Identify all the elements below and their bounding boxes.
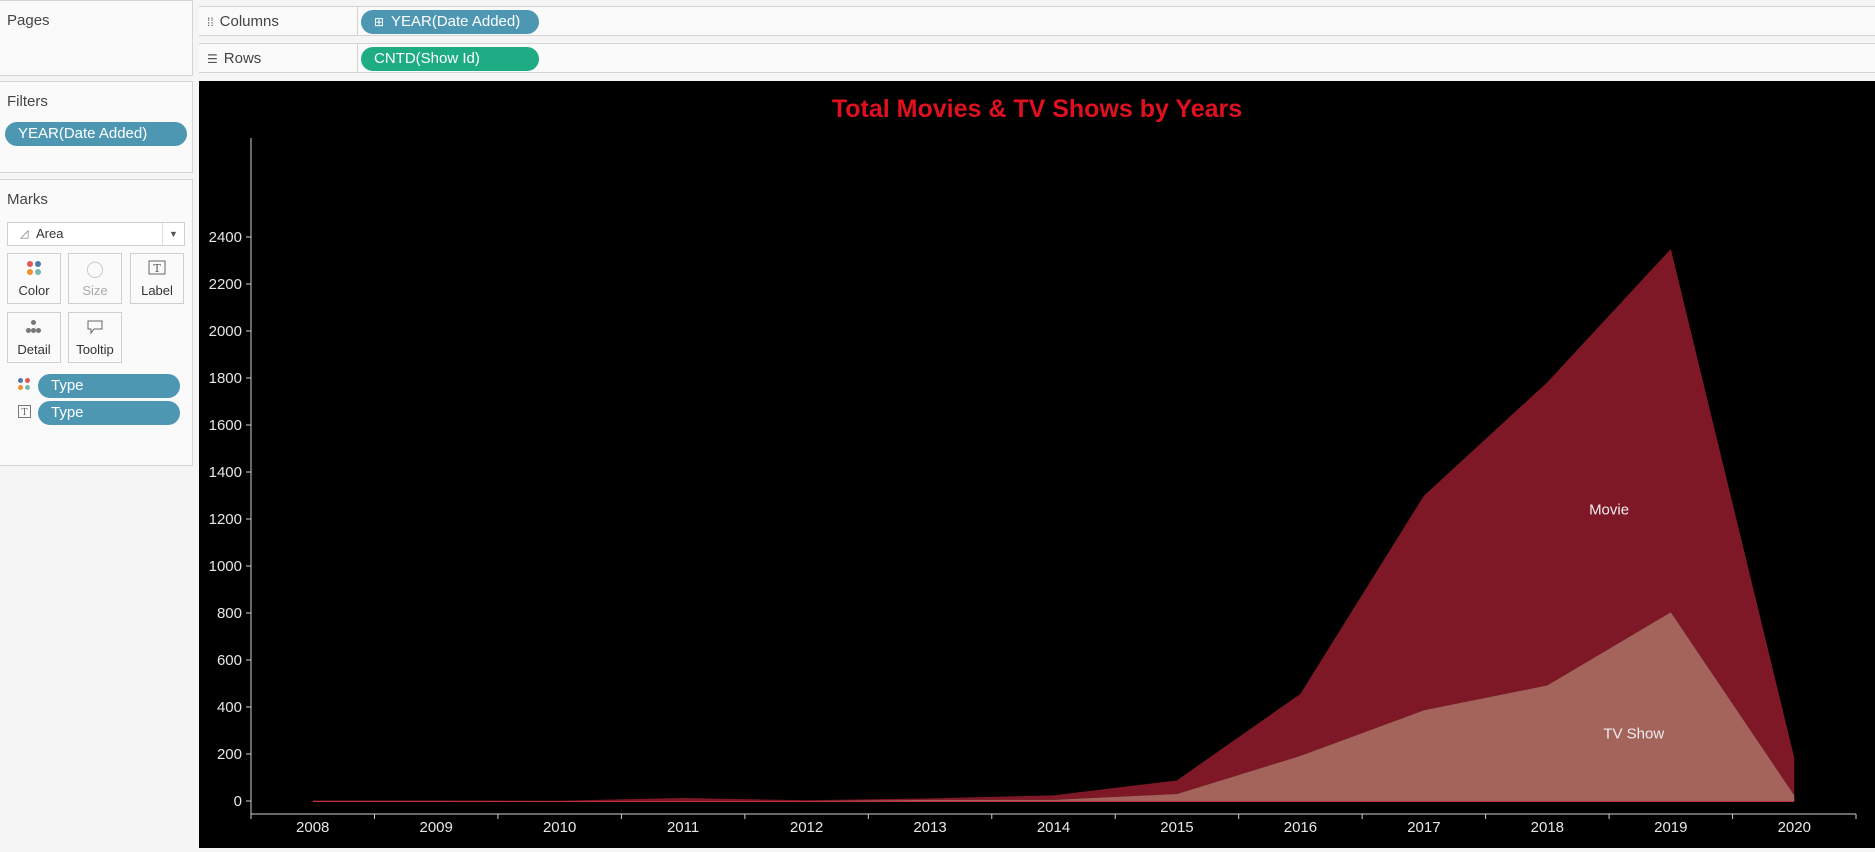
y-tick-label: 1400 [209, 464, 242, 481]
y-tick-label: 1800 [209, 370, 242, 387]
size-icon: ◯ [86, 261, 104, 278]
color-icon [8, 260, 60, 280]
y-tick-label: 200 [217, 746, 242, 763]
x-tick-label: 2014 [1037, 819, 1070, 836]
movie-area [312, 248, 1795, 802]
x-tick-label: 2008 [296, 819, 329, 836]
x-tick-label: 2012 [790, 819, 823, 836]
x-tick-label: 2017 [1407, 819, 1440, 836]
y-tick-label: 1200 [209, 511, 242, 528]
chart-canvas[interactable]: Total Movies & TV Shows by Years 0 200 400… [199, 81, 1875, 848]
rows-pill[interactable]: CNTD(Show Id) [361, 47, 539, 71]
size-button-label: Size [82, 283, 108, 298]
size-button[interactable]: ◯ Size [68, 253, 122, 304]
columns-shelf-label: ⁞⁞ Columns [207, 13, 279, 30]
tooltip-button[interactable]: Tooltip [68, 312, 122, 363]
x-tick-label: 2013 [913, 819, 946, 836]
left-panel: Pages Filters YEAR(Date Added) Marks ◿ A… [0, 0, 194, 852]
label-field-pill[interactable]: Type [38, 401, 180, 425]
color-encoding-icon [18, 378, 34, 397]
x-tick-label: 2018 [1531, 819, 1564, 836]
series-label: TV Show [1603, 726, 1664, 743]
pages-card: Pages [0, 0, 193, 76]
chevron-down-icon[interactable]: ▼ [162, 223, 184, 245]
marks-title: Marks [7, 191, 48, 208]
rows-icon: ☰ [207, 52, 218, 66]
tooltip-icon [69, 319, 121, 339]
columns-icon: ⁞⁞ [207, 15, 214, 29]
area-chart-icon: ◿ [20, 228, 29, 240]
y-tick-label: 800 [217, 605, 242, 622]
columns-shelf[interactable]: ⁞⁞ Columns ⊞ YEAR(Date Added) [199, 6, 1875, 36]
shelf-divider [357, 44, 358, 72]
x-tick-label: 2019 [1654, 819, 1687, 836]
x-tick-label: 2020 [1778, 819, 1811, 836]
color-button-label: Color [18, 283, 50, 298]
tooltip-button-label: Tooltip [76, 342, 114, 357]
series-label: Movie [1589, 501, 1629, 518]
filters-title: Filters [7, 93, 48, 110]
mark-type-value: Area [36, 226, 64, 241]
detail-icon [8, 319, 60, 339]
svg-text:T: T [153, 262, 161, 275]
label-button[interactable]: T Label [130, 253, 184, 304]
x-tick-label: 2015 [1160, 819, 1193, 836]
y-tick-label: 600 [217, 652, 242, 669]
y-tick-label: 1600 [209, 417, 242, 434]
text-label-icon: T [131, 260, 183, 280]
y-tick-label: 1000 [209, 558, 242, 575]
x-tick-label: 2009 [420, 819, 453, 836]
y-tick-label: 2200 [209, 276, 242, 293]
x-tick-label: 2011 [667, 819, 699, 836]
color-field-pill[interactable]: Type [38, 374, 180, 398]
svg-text:T: T [21, 408, 27, 418]
color-button[interactable]: Color [7, 253, 61, 304]
rows-shelf-label: ☰ Rows [207, 50, 262, 67]
detail-button-label: Detail [17, 342, 51, 357]
chart-title: Total Movies & TV Shows by Years [831, 95, 1243, 123]
label-button-label: Label [141, 283, 173, 298]
tv-show-area [312, 612, 1795, 801]
x-tick-label: 2016 [1284, 819, 1317, 836]
filters-card[interactable]: Filters YEAR(Date Added) [0, 81, 193, 173]
mark-type-dropdown[interactable]: ◿ Area ▼ [7, 222, 185, 246]
x-tick-label: 2010 [543, 819, 576, 836]
y-tick-label: 2400 [209, 229, 242, 246]
rows-shelf[interactable]: ☰ Rows CNTD(Show Id) [199, 43, 1875, 73]
y-tick-label: 0 [234, 793, 242, 810]
pages-title: Pages [7, 12, 50, 29]
expand-plus-icon: ⊞ [374, 15, 385, 29]
area-chart: 0 200 400 600 800 1000 1200 1400 1600 1800 2000 220… [209, 138, 1857, 836]
detail-button[interactable]: Detail [7, 312, 61, 363]
columns-pill[interactable]: ⊞ YEAR(Date Added) [361, 10, 539, 34]
y-tick-label: 400 [217, 699, 242, 716]
y-tick-label: 2000 [209, 323, 242, 340]
shelf-divider [357, 7, 358, 35]
filter-pill-year[interactable]: YEAR(Date Added) [5, 122, 187, 146]
